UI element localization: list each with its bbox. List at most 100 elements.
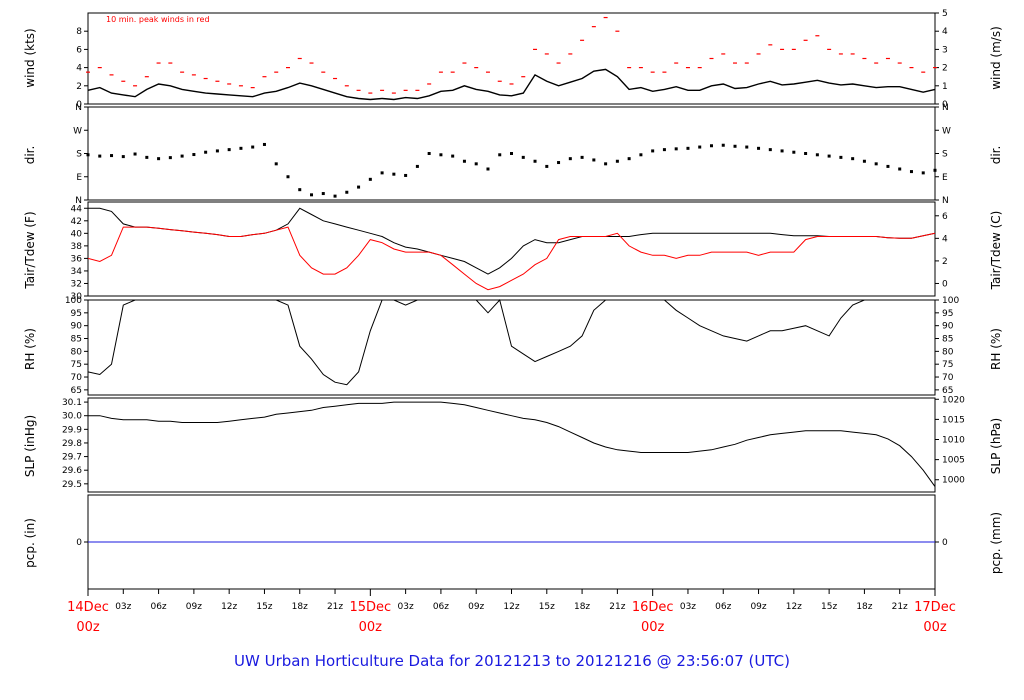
dir-point [192, 153, 196, 157]
dir-point [380, 171, 384, 175]
tair-line [88, 207, 936, 275]
day-label-date: 14Dec [67, 600, 109, 615]
panel-wind: 10 min. peak winds in red wind (kts) win… [23, 12, 1003, 105]
slp-ytick-label-left: 29.6 [62, 466, 82, 476]
temp-ytick-label-left: 30 [71, 292, 83, 302]
slp-ytick-label-left: 29.7 [62, 453, 82, 463]
wind-line [87, 68, 936, 101]
dir-point [133, 152, 137, 156]
temp-ytick-label-right: 2 [942, 257, 948, 267]
dir-point [686, 146, 690, 150]
hour-tick-label: 21z [892, 602, 908, 612]
slp-ytick-label-left: 30.0 [62, 412, 82, 422]
dir-point [604, 162, 608, 166]
dir-point [709, 144, 713, 148]
dir-point [157, 157, 161, 161]
dir-point [239, 146, 243, 150]
day-label-time: 00z [359, 620, 383, 635]
wind-ytick-label-right: 3 [942, 45, 948, 55]
dir-point [345, 190, 349, 194]
wind-ytick-label-left: 4 [76, 64, 82, 74]
dir-point [839, 155, 843, 159]
dir-point [933, 168, 937, 172]
time-axis: 03z 06z 09z 12z 15z 18z 21z 03z 06z 09z 12z 15z 18z 2… [67, 589, 956, 635]
hour-tick-label: 09z [468, 602, 484, 612]
day-label-date: 17Dec [914, 600, 956, 615]
temp-ytick-label-left: 38 [71, 242, 83, 252]
dir-point [98, 154, 102, 158]
dir-ytick-label-left: E [76, 173, 82, 183]
slp-ytick-label-right: 1005 [942, 456, 965, 466]
slp-line [88, 401, 936, 487]
temp-ylabel-left: Tair/Tdew (F) [23, 211, 37, 289]
dir-point [827, 154, 831, 158]
panel-slp: SLP (inHg) SLP (hPa) [23, 397, 1003, 493]
rh-ytick-label-right: 90 [942, 322, 954, 332]
rh-ytick-label-right: 80 [942, 347, 954, 357]
dir-point [862, 159, 866, 163]
rh-ytick-label-right: 75 [942, 360, 953, 370]
rh-frame [87, 299, 936, 396]
dir-point [757, 146, 761, 150]
hour-tick-label: 03z [680, 602, 696, 612]
panel-temp: Tair/Tdew (F) Tair/Tdew (C) [23, 201, 1003, 297]
ticks-layer: 02468012345NESWNNESWN3032343638404244024… [62, 9, 965, 548]
temp-ytick-label-left: 36 [71, 254, 83, 264]
dir-point [674, 147, 678, 151]
dir-point [121, 155, 125, 159]
dir-point [286, 175, 290, 179]
dir-point [262, 142, 266, 146]
dir-point [439, 153, 443, 157]
dir-point [804, 152, 808, 155]
dir-point [886, 164, 890, 168]
wind-ytick-label-right: 4 [942, 27, 948, 37]
dir-ytick-label-left: S [76, 150, 82, 160]
temp-ytick-label-left: 32 [71, 279, 82, 289]
rh-ytick-label-right: 85 [942, 335, 953, 345]
dir-point [274, 162, 278, 166]
chart-title: UW Urban Horticulture Data for 20121213 … [234, 652, 790, 670]
dir-point [909, 170, 913, 174]
dir-point [86, 153, 90, 157]
dir-ytick-label-right: N [942, 103, 949, 113]
pcp-ylabel-left: pcp. (in) [23, 518, 37, 568]
day-label-date: 16Dec [632, 600, 674, 615]
dir-point [498, 153, 502, 157]
slp-ylabel-right: SLP (hPa) [989, 418, 1003, 474]
dir-point [427, 152, 431, 155]
dir-point [204, 150, 208, 154]
wind-ytick-label-right: 2 [942, 64, 948, 74]
temp-frame [87, 201, 936, 297]
hour-tick-label: 12z [503, 602, 519, 612]
wind-frame [87, 12, 936, 105]
rh-ytick-label-right: 100 [942, 296, 959, 306]
dir-point [557, 161, 561, 165]
rh-ylabel-left: RH (%) [23, 328, 37, 370]
dir-ytick-label-right: E [942, 173, 948, 183]
dir-point [639, 153, 643, 157]
slp-ytick-label-left: 29.5 [62, 480, 82, 490]
dir-point [392, 172, 396, 176]
dir-ytick-label-left: W [73, 126, 82, 136]
wind-ytick-label-left: 0 [76, 100, 82, 110]
dir-point [510, 152, 513, 155]
dir-point [533, 159, 537, 163]
rh-ytick-label-left: 75 [71, 360, 82, 370]
hour-tick-label: 18z [292, 602, 308, 612]
hour-tick-label: 15z [821, 602, 837, 612]
dir-point [333, 194, 337, 198]
wind-ylabel-left: wind (kts) [23, 28, 37, 87]
hour-tick-label: 15z [539, 602, 555, 612]
dir-point [486, 167, 490, 171]
temp-ylabel-right: Tair/Tdew (C) [989, 211, 1003, 291]
dir-ylabel-left: dir. [23, 146, 37, 165]
dir-point [145, 155, 149, 159]
wind-ylabel-right: wind (m/s) [989, 26, 1003, 90]
dir-point [462, 159, 466, 163]
dir-point [627, 157, 631, 161]
wind-ytick-label-left: 8 [76, 27, 82, 37]
wind-ytick-label-right: 0 [942, 100, 948, 110]
dir-point [521, 155, 525, 159]
hour-tick-label: 18z [574, 602, 590, 612]
temp-ytick-label-right: 6 [942, 212, 948, 222]
